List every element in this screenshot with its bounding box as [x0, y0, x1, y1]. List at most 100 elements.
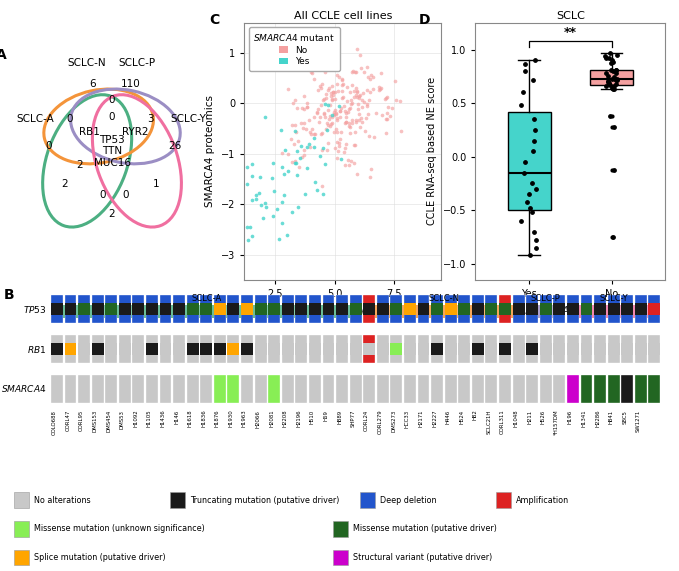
FancyBboxPatch shape	[51, 303, 62, 315]
Point	[610, 79, 621, 88]
FancyBboxPatch shape	[363, 343, 375, 355]
Point	[306, 129, 316, 138]
Point	[292, 103, 303, 112]
Point	[321, 124, 332, 134]
Point	[304, 143, 315, 152]
Text: SBC5: SBC5	[622, 410, 627, 424]
Point	[389, 77, 400, 86]
FancyBboxPatch shape	[65, 343, 76, 355]
FancyBboxPatch shape	[540, 336, 551, 363]
FancyBboxPatch shape	[78, 376, 90, 403]
Point	[307, 124, 318, 134]
FancyBboxPatch shape	[567, 296, 579, 323]
FancyBboxPatch shape	[336, 296, 348, 323]
FancyBboxPatch shape	[363, 296, 375, 323]
FancyBboxPatch shape	[445, 336, 456, 363]
FancyBboxPatch shape	[390, 343, 402, 355]
FancyBboxPatch shape	[363, 376, 375, 403]
Point	[332, 154, 343, 163]
FancyBboxPatch shape	[608, 303, 619, 315]
Point	[320, 94, 331, 103]
Point	[289, 95, 300, 104]
Point	[519, 59, 530, 68]
FancyBboxPatch shape	[350, 303, 361, 315]
FancyBboxPatch shape	[255, 343, 266, 355]
Point	[289, 120, 300, 130]
Point	[359, 98, 369, 107]
FancyBboxPatch shape	[472, 303, 483, 315]
FancyBboxPatch shape	[540, 303, 551, 315]
Point	[606, 59, 617, 68]
Point	[269, 187, 280, 196]
FancyBboxPatch shape	[621, 376, 633, 403]
Point	[344, 128, 355, 138]
FancyBboxPatch shape	[431, 296, 443, 323]
FancyBboxPatch shape	[499, 343, 511, 355]
Point	[526, 179, 537, 188]
Point	[336, 75, 347, 85]
FancyBboxPatch shape	[214, 336, 225, 363]
Point	[346, 115, 357, 124]
Point	[299, 119, 310, 128]
Point	[605, 81, 616, 90]
FancyBboxPatch shape	[445, 296, 456, 323]
Point	[373, 82, 384, 91]
FancyBboxPatch shape	[268, 376, 280, 403]
Point	[327, 95, 337, 104]
Point	[355, 90, 366, 99]
Point	[603, 78, 614, 87]
Point	[608, 84, 619, 93]
Point	[326, 112, 337, 121]
FancyBboxPatch shape	[581, 303, 592, 315]
Text: H1963: H1963	[242, 410, 247, 428]
Text: H2286: H2286	[595, 410, 600, 427]
Point	[333, 101, 344, 110]
FancyBboxPatch shape	[390, 303, 402, 315]
FancyBboxPatch shape	[160, 343, 171, 355]
Point	[295, 154, 306, 163]
FancyBboxPatch shape	[105, 376, 117, 403]
Point	[331, 114, 342, 123]
Point	[349, 140, 360, 150]
Point	[517, 88, 528, 97]
Text: DMS273: DMS273	[391, 410, 397, 432]
Point	[346, 95, 357, 104]
Point	[530, 56, 540, 65]
FancyBboxPatch shape	[581, 296, 592, 323]
FancyBboxPatch shape	[390, 336, 402, 363]
Text: H211: H211	[527, 410, 532, 424]
FancyBboxPatch shape	[608, 343, 619, 355]
Point	[250, 190, 261, 199]
FancyBboxPatch shape	[472, 376, 483, 403]
FancyBboxPatch shape	[445, 343, 456, 355]
Point	[381, 128, 392, 137]
FancyBboxPatch shape	[173, 296, 185, 323]
Point	[282, 150, 293, 159]
Text: 0: 0	[109, 112, 115, 122]
Point	[298, 92, 309, 101]
FancyBboxPatch shape	[418, 303, 429, 315]
Point	[331, 110, 342, 119]
Text: 0: 0	[109, 95, 115, 104]
Point	[257, 214, 268, 223]
Point	[320, 159, 331, 168]
Point	[344, 119, 354, 128]
FancyBboxPatch shape	[526, 296, 538, 323]
Point	[342, 83, 352, 92]
Point	[347, 67, 358, 76]
FancyBboxPatch shape	[65, 296, 76, 323]
Point	[335, 112, 346, 122]
Point	[328, 109, 339, 118]
Point	[309, 112, 320, 122]
Point	[276, 198, 287, 207]
Point	[327, 82, 337, 91]
FancyBboxPatch shape	[333, 549, 348, 565]
Point	[350, 68, 361, 77]
Point	[312, 108, 323, 117]
Point	[250, 194, 261, 203]
FancyBboxPatch shape	[499, 296, 511, 323]
Text: H2208: H2208	[282, 410, 288, 427]
Point	[333, 86, 344, 95]
FancyBboxPatch shape	[187, 343, 199, 355]
Point	[608, 57, 619, 66]
